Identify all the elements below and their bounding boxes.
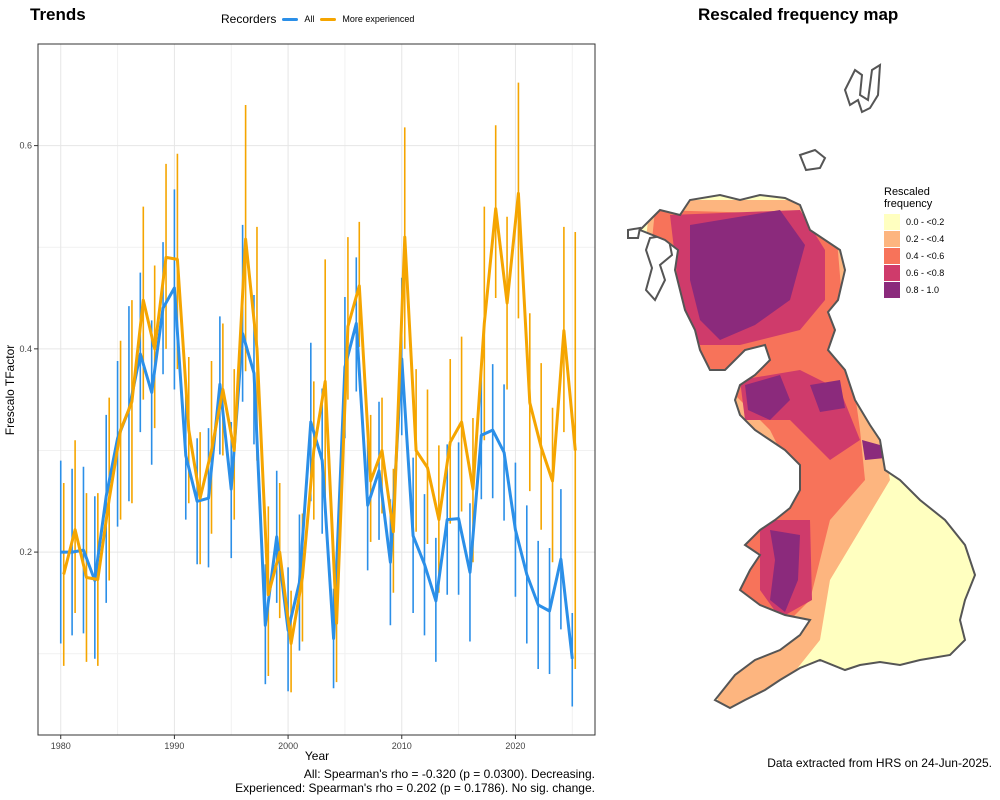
map-legend-title: Rescaled frequency <box>884 186 954 210</box>
map-title: Rescaled frequency map <box>698 5 899 24</box>
map-legend-title-line2: frequency <box>884 198 933 210</box>
orkney-outline <box>798 148 827 172</box>
chart-marks <box>59 82 577 707</box>
map-legend-label: 0.2 - <0.4 <box>906 233 945 244</box>
outer-hebrides-outline <box>644 233 674 302</box>
shetland-outline <box>843 63 882 114</box>
plot-border <box>37 43 596 736</box>
trends-title: Trends <box>30 5 86 24</box>
series-line <box>62 191 577 645</box>
stats-text: All: Spearman's rho = -0.320 (p = 0.0300… <box>235 767 595 795</box>
map-legend-label: 0.0 - <0.2 <box>906 216 945 227</box>
map-legend-label: 0.6 - <0.8 <box>906 267 945 278</box>
y-tick-label: 0.2 <box>19 547 32 557</box>
mainland-outline <box>638 193 977 710</box>
stats-experienced: Experienced: Spearman's rho = 0.202 (p =… <box>235 781 595 795</box>
x-tick-label: 2020 <box>505 741 525 751</box>
map-legend-swatch <box>884 213 900 230</box>
trend-chart: 1980 1990 2000 2010 2020 0.2 0.4 0.6 Year Fresc… <box>3 43 596 763</box>
x-axis-label: Year <box>305 749 329 763</box>
stkilda-outline <box>627 226 642 239</box>
map-outlines <box>627 63 882 302</box>
chart-grid <box>38 44 595 735</box>
map-legend-row: 0.2 - <0.4 <box>884 230 954 247</box>
x-tick-label: 1990 <box>164 741 184 751</box>
chart-axes: 1980 1990 2000 2010 2020 0.2 0.4 0.6 <box>19 141 525 751</box>
recorders-legend: Recorders All More experienced <box>221 12 414 26</box>
map-legend-row: 0.8 - 1.0 <box>884 281 954 298</box>
x-tick-label: 1980 <box>51 741 71 751</box>
y-tick-label: 0.4 <box>19 344 32 354</box>
map-legend-row: 0.6 - <0.8 <box>884 264 954 281</box>
x-tick-label: 2010 <box>392 741 412 751</box>
map-legend-swatch <box>884 230 900 247</box>
y-axis-label: Frescalo TFactor <box>3 345 17 435</box>
x-tick-label: 2000 <box>278 741 298 751</box>
data-source-note: Data extracted from HRS on 24-Jun-2025. <box>767 756 992 770</box>
map-legend: Rescaled frequency 0.0 - <0.2 0.2 - <0.4… <box>884 186 954 298</box>
map-legend-swatch <box>884 264 900 281</box>
legend-label-experienced: More experienced <box>342 14 415 24</box>
map-legend-title-line1: Rescaled <box>884 186 930 198</box>
map-legend-row: 0.0 - <0.2 <box>884 213 954 230</box>
frequency-map <box>627 63 977 710</box>
legend-key-all <box>282 17 299 21</box>
stats-all: All: Spearman's rho = -0.320 (p = 0.0300… <box>303 767 595 781</box>
legend-title: Recorders <box>221 12 277 26</box>
zone-0-8 <box>690 210 885 612</box>
map-legend-swatch <box>884 247 900 264</box>
y-tick-label: 0.6 <box>19 141 32 151</box>
legend-label-all: All <box>304 14 315 24</box>
map-legend-row: 0.4 - <0.6 <box>884 247 954 264</box>
map-legend-swatch <box>884 281 900 298</box>
map-legend-label: 0.8 - 1.0 <box>906 284 940 295</box>
legend-key-experienced <box>320 17 337 21</box>
map-legend-label: 0.4 - <0.6 <box>906 250 945 261</box>
